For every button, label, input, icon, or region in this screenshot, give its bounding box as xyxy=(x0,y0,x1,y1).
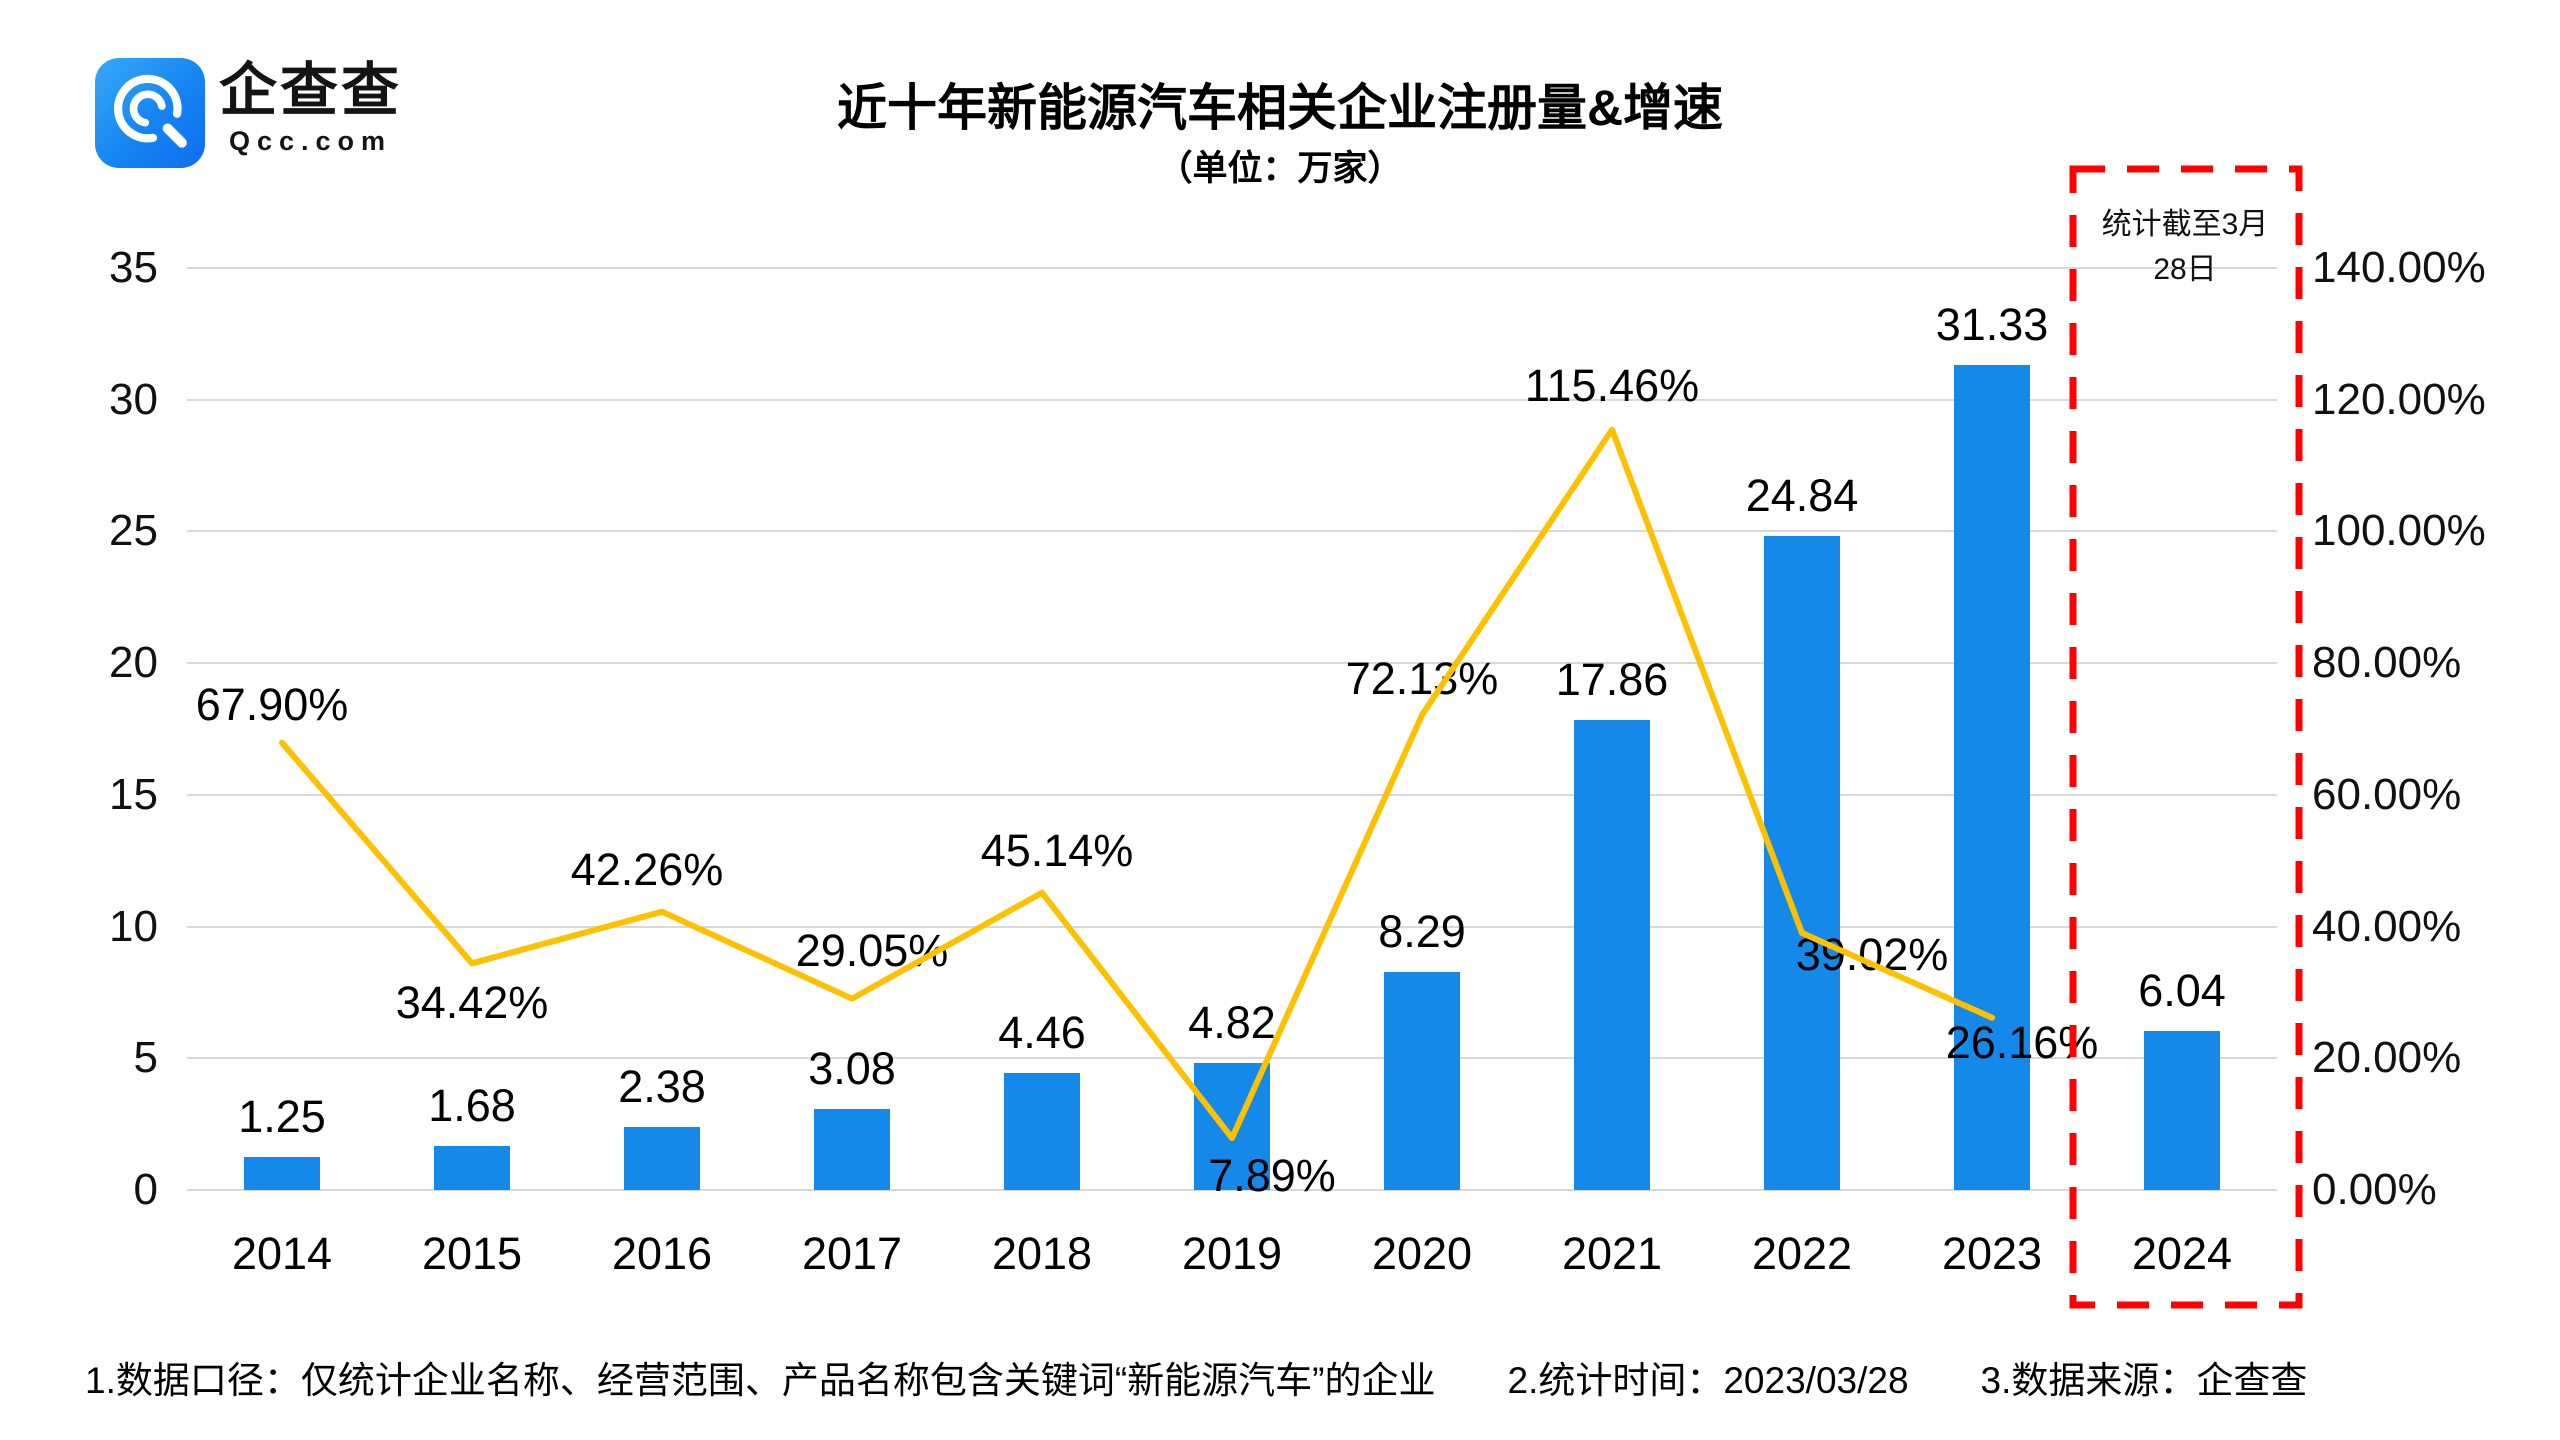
growth-point-label: 45.14% xyxy=(980,824,1134,876)
footer-note-2: 2.统计时间：2023/03/28 xyxy=(1507,1360,1909,1401)
growth-point-label: 42.26% xyxy=(570,843,724,895)
year-label: 2020 xyxy=(1371,1228,1473,1279)
year-label: 2024 xyxy=(2131,1228,2233,1279)
year-label: 2015 xyxy=(421,1228,523,1279)
bar xyxy=(244,1157,320,1190)
growth-point-label: 67.90% xyxy=(195,678,349,730)
bar xyxy=(624,1127,700,1190)
footer: 1.数据口径：仅统计企业名称、经营范围、产品名称包含关键词“新能源汽车”的企业 … xyxy=(85,1350,2307,1404)
year-label: 2023 xyxy=(1941,1228,2043,1279)
left-axis-tick: 0 xyxy=(133,1165,158,1214)
right-axis-tick: 60.00% xyxy=(2312,769,2462,819)
bar xyxy=(814,1108,890,1190)
bar xyxy=(1574,719,1650,1190)
left-axis-tick: 35 xyxy=(109,243,158,292)
gridline xyxy=(187,1189,2277,1191)
year-label: 2018 xyxy=(991,1228,1093,1279)
right-axis-tick: 100.00% xyxy=(2312,506,2486,556)
growth-point-label: 72.13% xyxy=(1345,652,1499,704)
year-label: 2021 xyxy=(1561,1228,1663,1279)
left-axis-tick: 5 xyxy=(133,1033,158,1083)
right-axis-tick: 80.00% xyxy=(2312,638,2462,688)
bar-value-label: 24.84 xyxy=(1745,469,1859,521)
logo: 企查查 Qcc.com xyxy=(95,58,402,168)
bar-value-label: 8.29 xyxy=(1378,905,1466,957)
bar xyxy=(1004,1072,1080,1190)
gridline xyxy=(187,267,2277,269)
bar xyxy=(1764,535,1840,1190)
right-axis-tick: 120.00% xyxy=(2312,374,2486,424)
right-axis-tick: 20.00% xyxy=(2312,1033,2462,1083)
growth-point-label: 7.89% xyxy=(1208,1150,1336,1202)
growth-point-label: 39.02% xyxy=(1795,929,1949,981)
chart-title: 近十年新能源汽车相关企业注册量&增速 xyxy=(836,80,1724,136)
footer-note-3: 3.数据来源：企查查 xyxy=(1980,1360,2308,1401)
left-axis-tick: 25 xyxy=(109,506,158,556)
growth-point-label: 115.46% xyxy=(1524,359,1700,411)
logo-text: 企查查 Qcc.com xyxy=(219,58,402,157)
year-label: 2019 xyxy=(1181,1228,1283,1279)
year-label: 2022 xyxy=(1751,1228,1853,1279)
year-label: 2014 xyxy=(231,1228,333,1279)
bar-value-label: 4.82 xyxy=(1188,997,1276,1049)
growth-point-label: 26.16% xyxy=(1945,1016,2099,1068)
left-axis-tick: 20 xyxy=(109,638,158,688)
bar-value-label: 31.33 xyxy=(1935,298,2049,350)
right-axis-tick: 0.00% xyxy=(2312,1165,2437,1214)
chart-subtitle: （单位：万家） xyxy=(1157,149,1403,188)
brand-domain: Qcc.com xyxy=(228,126,393,156)
year-label: 2017 xyxy=(801,1228,903,1279)
bar-value-label: 6.04 xyxy=(2138,964,2226,1016)
qcc-magnifier-icon xyxy=(95,58,205,168)
left-axis-tick: 10 xyxy=(109,901,158,951)
growth-point-label: 29.05% xyxy=(795,924,949,976)
left-axis-tick: 30 xyxy=(109,374,158,424)
right-axis-tick: 140.00% xyxy=(2312,243,2486,292)
footer-note-1: 1.数据口径：仅统计企业名称、经营范围、产品名称包含关键词“新能源汽车”的企业 xyxy=(85,1360,1436,1401)
gridline xyxy=(187,398,2277,401)
brand-name-cn: 企查查 xyxy=(219,58,403,123)
year-label: 2016 xyxy=(611,1228,713,1279)
right-axis-tick: 40.00% xyxy=(2312,901,2462,951)
bar xyxy=(434,1145,510,1190)
cutoff-note: 统计截至3月28日 xyxy=(2101,208,2269,286)
growth-point-label: 34.42% xyxy=(395,977,549,1029)
left-axis-tick: 15 xyxy=(109,769,158,819)
